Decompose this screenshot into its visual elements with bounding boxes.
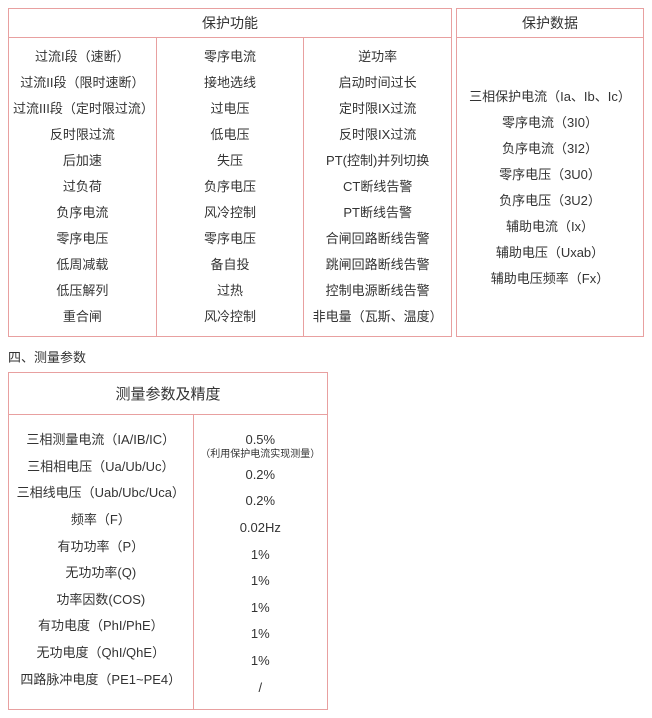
protect-func-col-2: 零序电流接地选线过电压低电压失压负序电压风冷控制零序电压备自投过热风冷控制 — [156, 38, 304, 336]
list-item: 非电量（瓦斯、温度） — [308, 304, 447, 330]
list-item: 过流III段（定时限过流） — [13, 96, 152, 122]
measure-row-value: 1% — [198, 648, 323, 675]
list-item: 后加速 — [13, 148, 152, 174]
list-item: 过热 — [161, 278, 300, 304]
list-item: 辅助电压频率（Fx） — [461, 266, 639, 292]
list-item: 低电压 — [161, 122, 300, 148]
list-item: PT断线告警 — [308, 200, 447, 226]
list-item: 三相保护电流（Ia、Ib、Ic） — [461, 84, 639, 110]
measure-row-value: 0.2% — [198, 488, 323, 515]
list-item: 备自投 — [161, 252, 300, 278]
list-item: 零序电流 — [161, 44, 300, 70]
measure-row-label: 功率因数(COS) — [13, 587, 189, 614]
list-item: CT断线告警 — [308, 174, 447, 200]
list-item: 负序电压 — [161, 174, 300, 200]
measure-row-label: 无功电度（QhI/QhE） — [13, 640, 189, 667]
list-item: 风冷控制 — [161, 200, 300, 226]
list-item: 低周减载 — [13, 252, 152, 278]
protect-func-col-1: 过流I段（速断）过流II段（限时速断）过流III段（定时限过流）反时限过流后加速… — [9, 38, 156, 336]
list-item: 负序电流 — [13, 200, 152, 226]
protect-data-header: 保护数据 — [457, 9, 643, 38]
measure-body: 三相测量电流（IA/IB/IC）三相相电压（Ua/Ub/Uc）三相线电压（Uab… — [9, 415, 327, 709]
list-item: 辅助电压（Uxab） — [461, 240, 639, 266]
measure-row-label: 三相线电压（Uab/Ubc/Uca） — [13, 480, 189, 507]
measure-row-label: 四路脉冲电度（PE1~PE4） — [13, 667, 189, 694]
list-item: PT(控制)并列切换 — [308, 148, 447, 174]
list-item: 启动时间过长 — [308, 70, 447, 96]
measure-row-value: 1% — [198, 595, 323, 622]
list-item: 零序电压 — [13, 226, 152, 252]
list-item: 零序电流（3I0） — [461, 110, 639, 136]
measure-table: 测量参数及精度 三相测量电流（IA/IB/IC）三相相电压（Ua/Ub/Uc）三… — [8, 372, 328, 710]
measure-row-value: 0.2% — [198, 462, 323, 489]
list-item: 零序电压（3U0） — [461, 162, 639, 188]
measure-row-value: 0.5%（利用保护电流实现测量） — [198, 427, 323, 460]
section-label-measure: 四、测量参数 — [8, 347, 644, 366]
measure-row-value: / — [198, 675, 323, 702]
measure-row-label: 有功功率（P） — [13, 534, 189, 561]
protect-func-col-3: 逆功率启动时间过长定时限IX过流反时限IX过流PT(控制)并列切换CT断线告警P… — [303, 38, 451, 336]
list-item: 负序电压（3U2） — [461, 188, 639, 214]
list-item: 辅助电流（Ix） — [461, 214, 639, 240]
list-item: 过负荷 — [13, 174, 152, 200]
list-item: 零序电压 — [161, 226, 300, 252]
protect-function-table: 保护功能 过流I段（速断）过流II段（限时速断）过流III段（定时限过流）反时限… — [8, 8, 452, 337]
list-item: 失压 — [161, 148, 300, 174]
list-item: 定时限IX过流 — [308, 96, 447, 122]
measure-row-label: 三相相电压（Ua/Ub/Uc） — [13, 454, 189, 481]
measure-labels-col: 三相测量电流（IA/IB/IC）三相相电压（Ua/Ub/Uc）三相线电压（Uab… — [9, 415, 193, 709]
list-item: 过流I段（速断） — [13, 44, 152, 70]
list-item: 反时限过流 — [13, 122, 152, 148]
list-item: 过电压 — [161, 96, 300, 122]
list-item: 逆功率 — [308, 44, 447, 70]
measure-row-value: 1% — [198, 542, 323, 569]
list-item: 低压解列 — [13, 278, 152, 304]
measure-header: 测量参数及精度 — [9, 373, 327, 415]
measure-row-value: 1% — [198, 568, 323, 595]
protect-data-body: 三相保护电流（Ia、Ib、Ic）零序电流（3I0）负序电流（3I2）零序电压（3… — [457, 38, 643, 337]
measure-row-value: 0.02Hz — [198, 515, 323, 542]
list-item: 反时限IX过流 — [308, 122, 447, 148]
measure-row-label: 无功功率(Q) — [13, 560, 189, 587]
measure-row-label: 频率（F） — [13, 507, 189, 534]
measure-values-col: 0.5%（利用保护电流实现测量）0.2%0.2%0.02Hz1%1%1%1%1%… — [193, 415, 327, 709]
protect-data-table: 保护数据 三相保护电流（Ia、Ib、Ic）零序电流（3I0）负序电流（3I2）零… — [456, 8, 644, 337]
protect-function-header: 保护功能 — [9, 9, 451, 38]
measure-row-label: 三相测量电流（IA/IB/IC） — [13, 427, 189, 454]
list-item: 控制电源断线告警 — [308, 278, 447, 304]
measure-row-value: 1% — [198, 621, 323, 648]
measure-row-label: 有功电度（PhI/PhE） — [13, 613, 189, 640]
list-item: 重合闸 — [13, 304, 152, 330]
list-item: 负序电流（3I2） — [461, 136, 639, 162]
list-item: 跳闸回路断线告警 — [308, 252, 447, 278]
list-item: 过流II段（限时速断） — [13, 70, 152, 96]
list-item: 接地选线 — [161, 70, 300, 96]
protect-function-body: 过流I段（速断）过流II段（限时速断）过流III段（定时限过流）反时限过流后加速… — [9, 38, 451, 336]
list-item: 合闸回路断线告警 — [308, 226, 447, 252]
list-item: 风冷控制 — [161, 304, 300, 330]
